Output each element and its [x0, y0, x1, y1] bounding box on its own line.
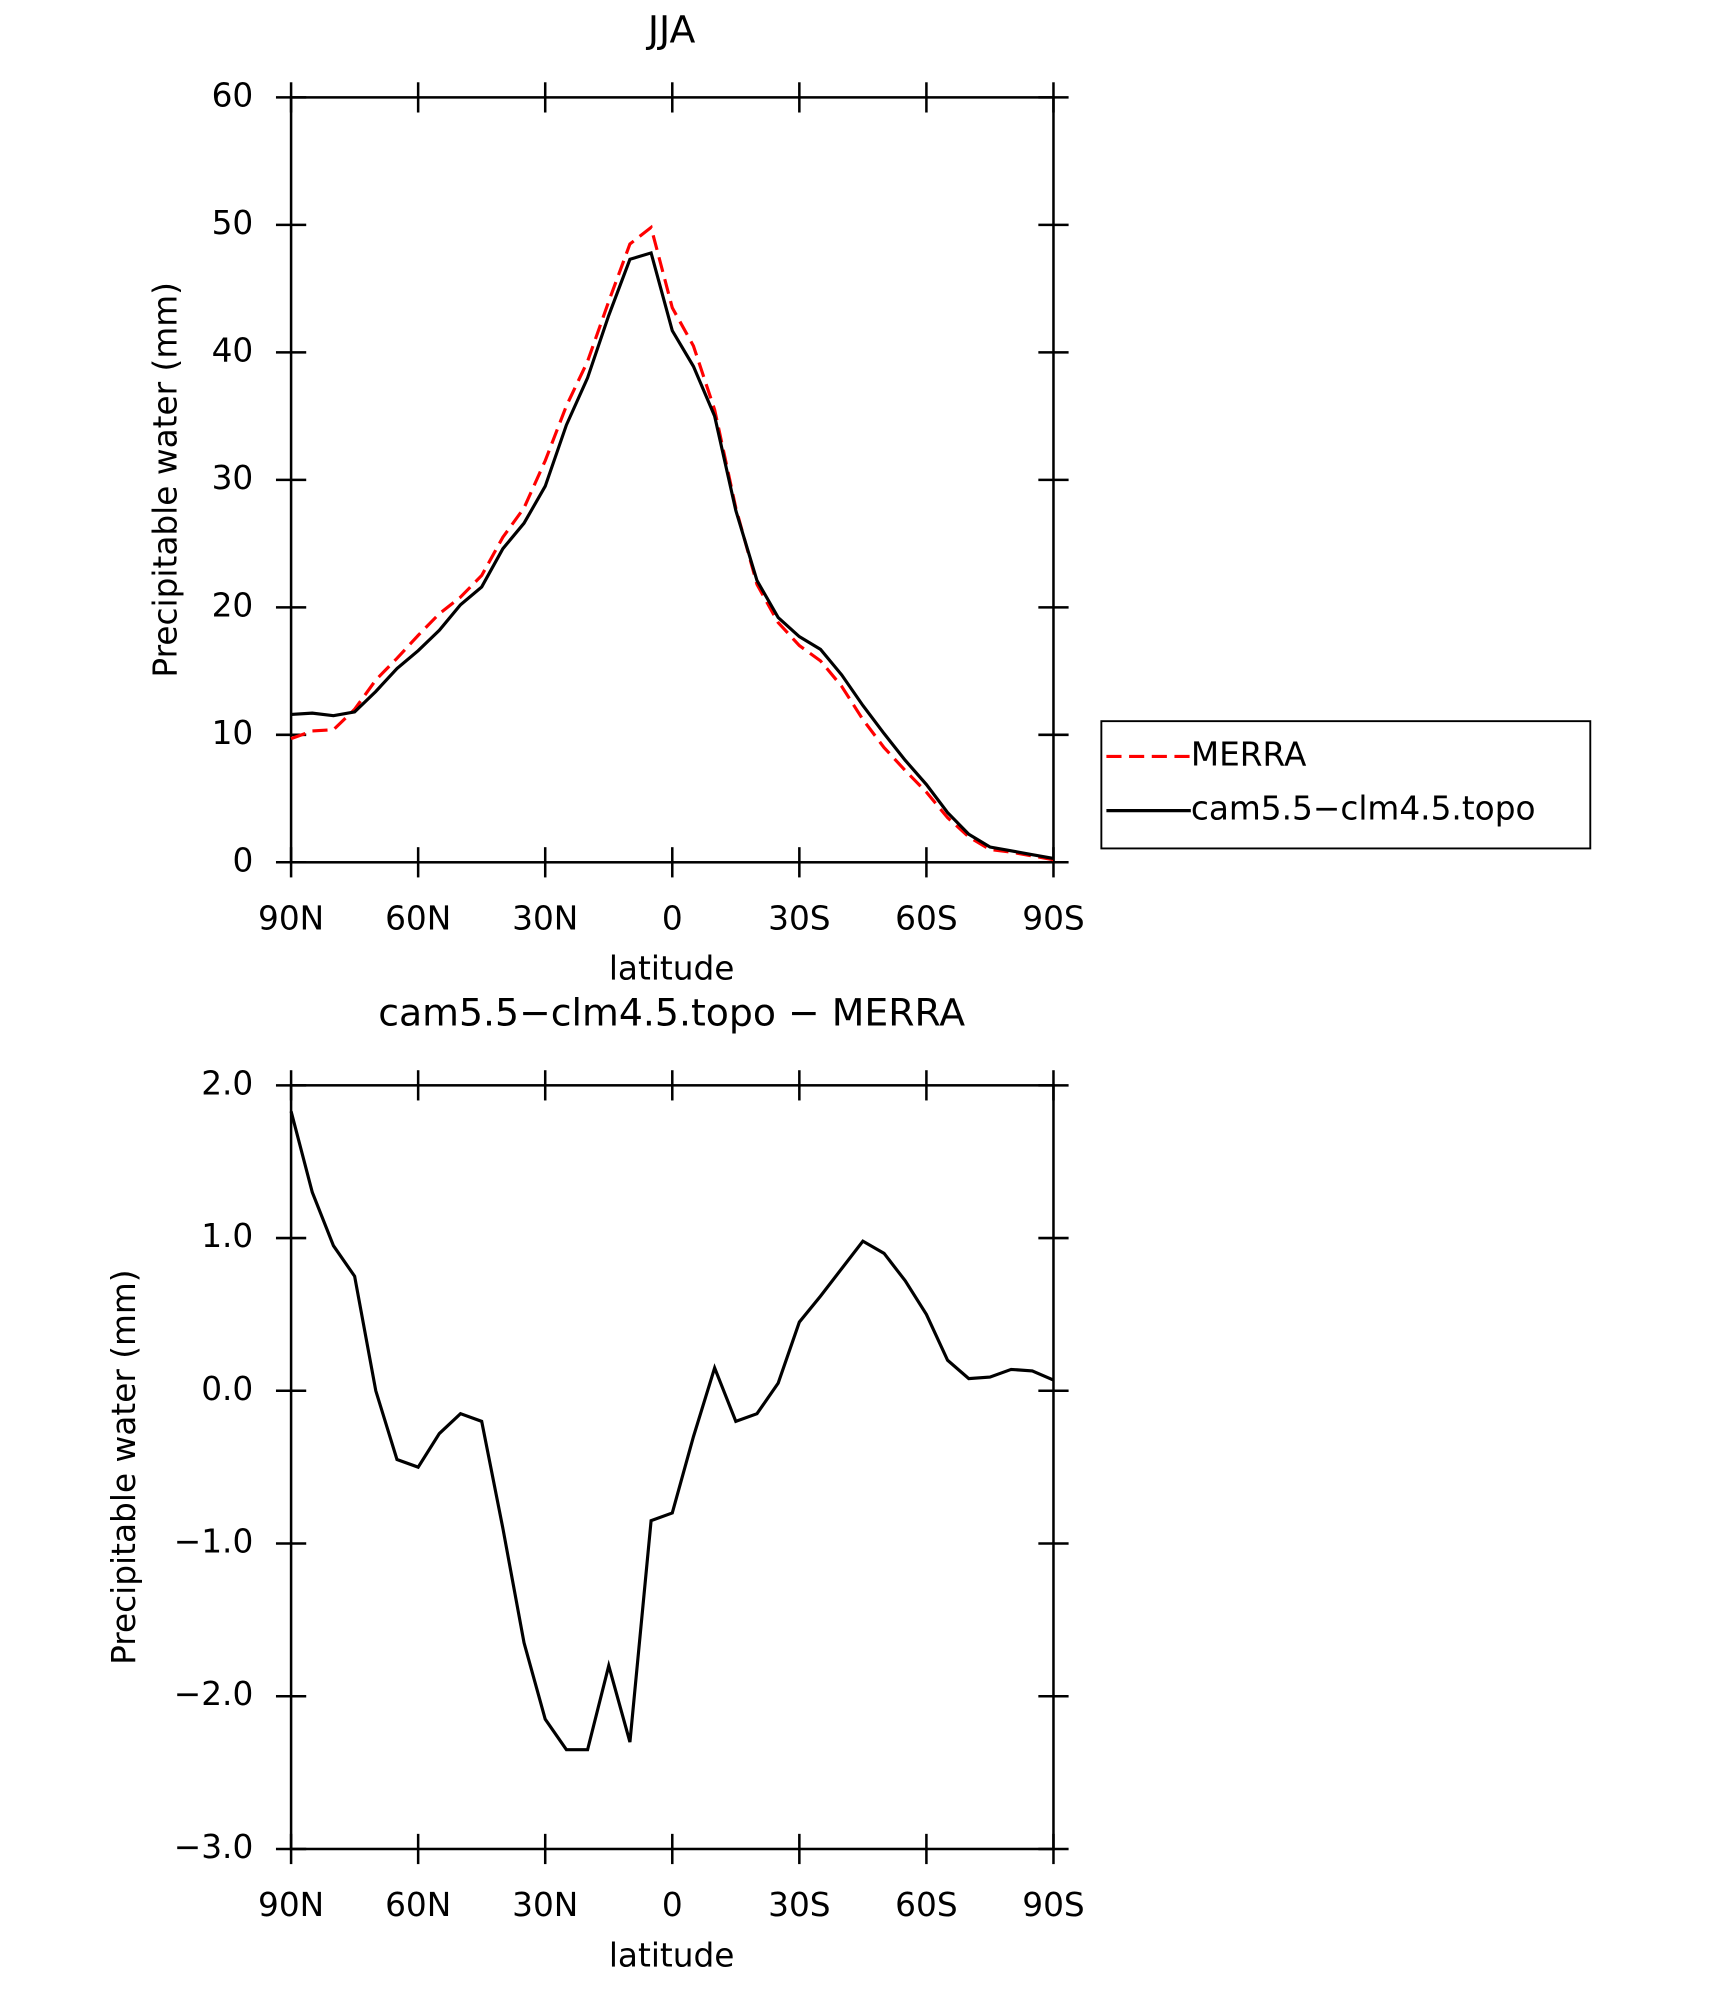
- y-tick-label: 0.0: [201, 1370, 253, 1408]
- x-axis-label: latitude: [609, 950, 735, 988]
- x-tick-label: 60N: [385, 1886, 451, 1924]
- y-axis-label: Precipitable water (mm): [105, 1269, 143, 1665]
- y-tick-label: 30: [212, 459, 254, 497]
- y-tick-label: 2.0: [201, 1064, 253, 1102]
- y-tick-label: −2.0: [174, 1675, 254, 1713]
- y-axis-label: Precipitable water (mm): [147, 282, 185, 677]
- x-tick-label: 60S: [895, 1886, 957, 1924]
- x-tick-label: 90N: [258, 1886, 324, 1924]
- y-tick-label: 50: [212, 204, 254, 242]
- x-tick-label: 30N: [512, 1886, 578, 1924]
- legend-label: MERRA: [1191, 735, 1307, 773]
- x-tick-label: 60N: [385, 899, 451, 937]
- y-tick-label: 60: [212, 76, 254, 114]
- x-tick-label: 90S: [1022, 899, 1084, 937]
- x-tick-label: 0: [662, 899, 683, 937]
- y-tick-label: 10: [212, 714, 254, 752]
- y-tick-label: −3.0: [174, 1828, 254, 1866]
- plot-frame: [289, 1084, 1055, 1851]
- data-line: [290, 224, 1054, 862]
- chart-title: cam5.5−clm4.5.topo − MERRA: [378, 990, 965, 1034]
- x-tick-label: 0: [662, 1886, 683, 1924]
- legend-box: [1100, 720, 1592, 850]
- x-axis-label: latitude: [609, 1936, 735, 1974]
- y-tick-label: 40: [212, 331, 254, 369]
- x-tick-label: 30N: [512, 899, 578, 937]
- y-tick-label: 20: [212, 586, 254, 624]
- x-tick-label: 90N: [258, 899, 324, 937]
- data-line: [290, 250, 1054, 861]
- legend-label: cam5.5−clm4.5.topo: [1191, 790, 1536, 828]
- x-tick-label: 60S: [895, 899, 957, 937]
- y-tick-label: 1.0: [201, 1217, 253, 1255]
- x-tick-label: 90S: [1022, 1886, 1084, 1924]
- chart-title: JJA: [646, 7, 696, 51]
- y-tick-label: 0: [232, 841, 253, 879]
- y-tick-label: −1.0: [174, 1523, 254, 1561]
- x-tick-label: 30S: [768, 1886, 830, 1924]
- plot-frame: [289, 96, 1055, 864]
- data-line: [289, 1110, 1055, 1752]
- x-tick-label: 30S: [768, 899, 830, 937]
